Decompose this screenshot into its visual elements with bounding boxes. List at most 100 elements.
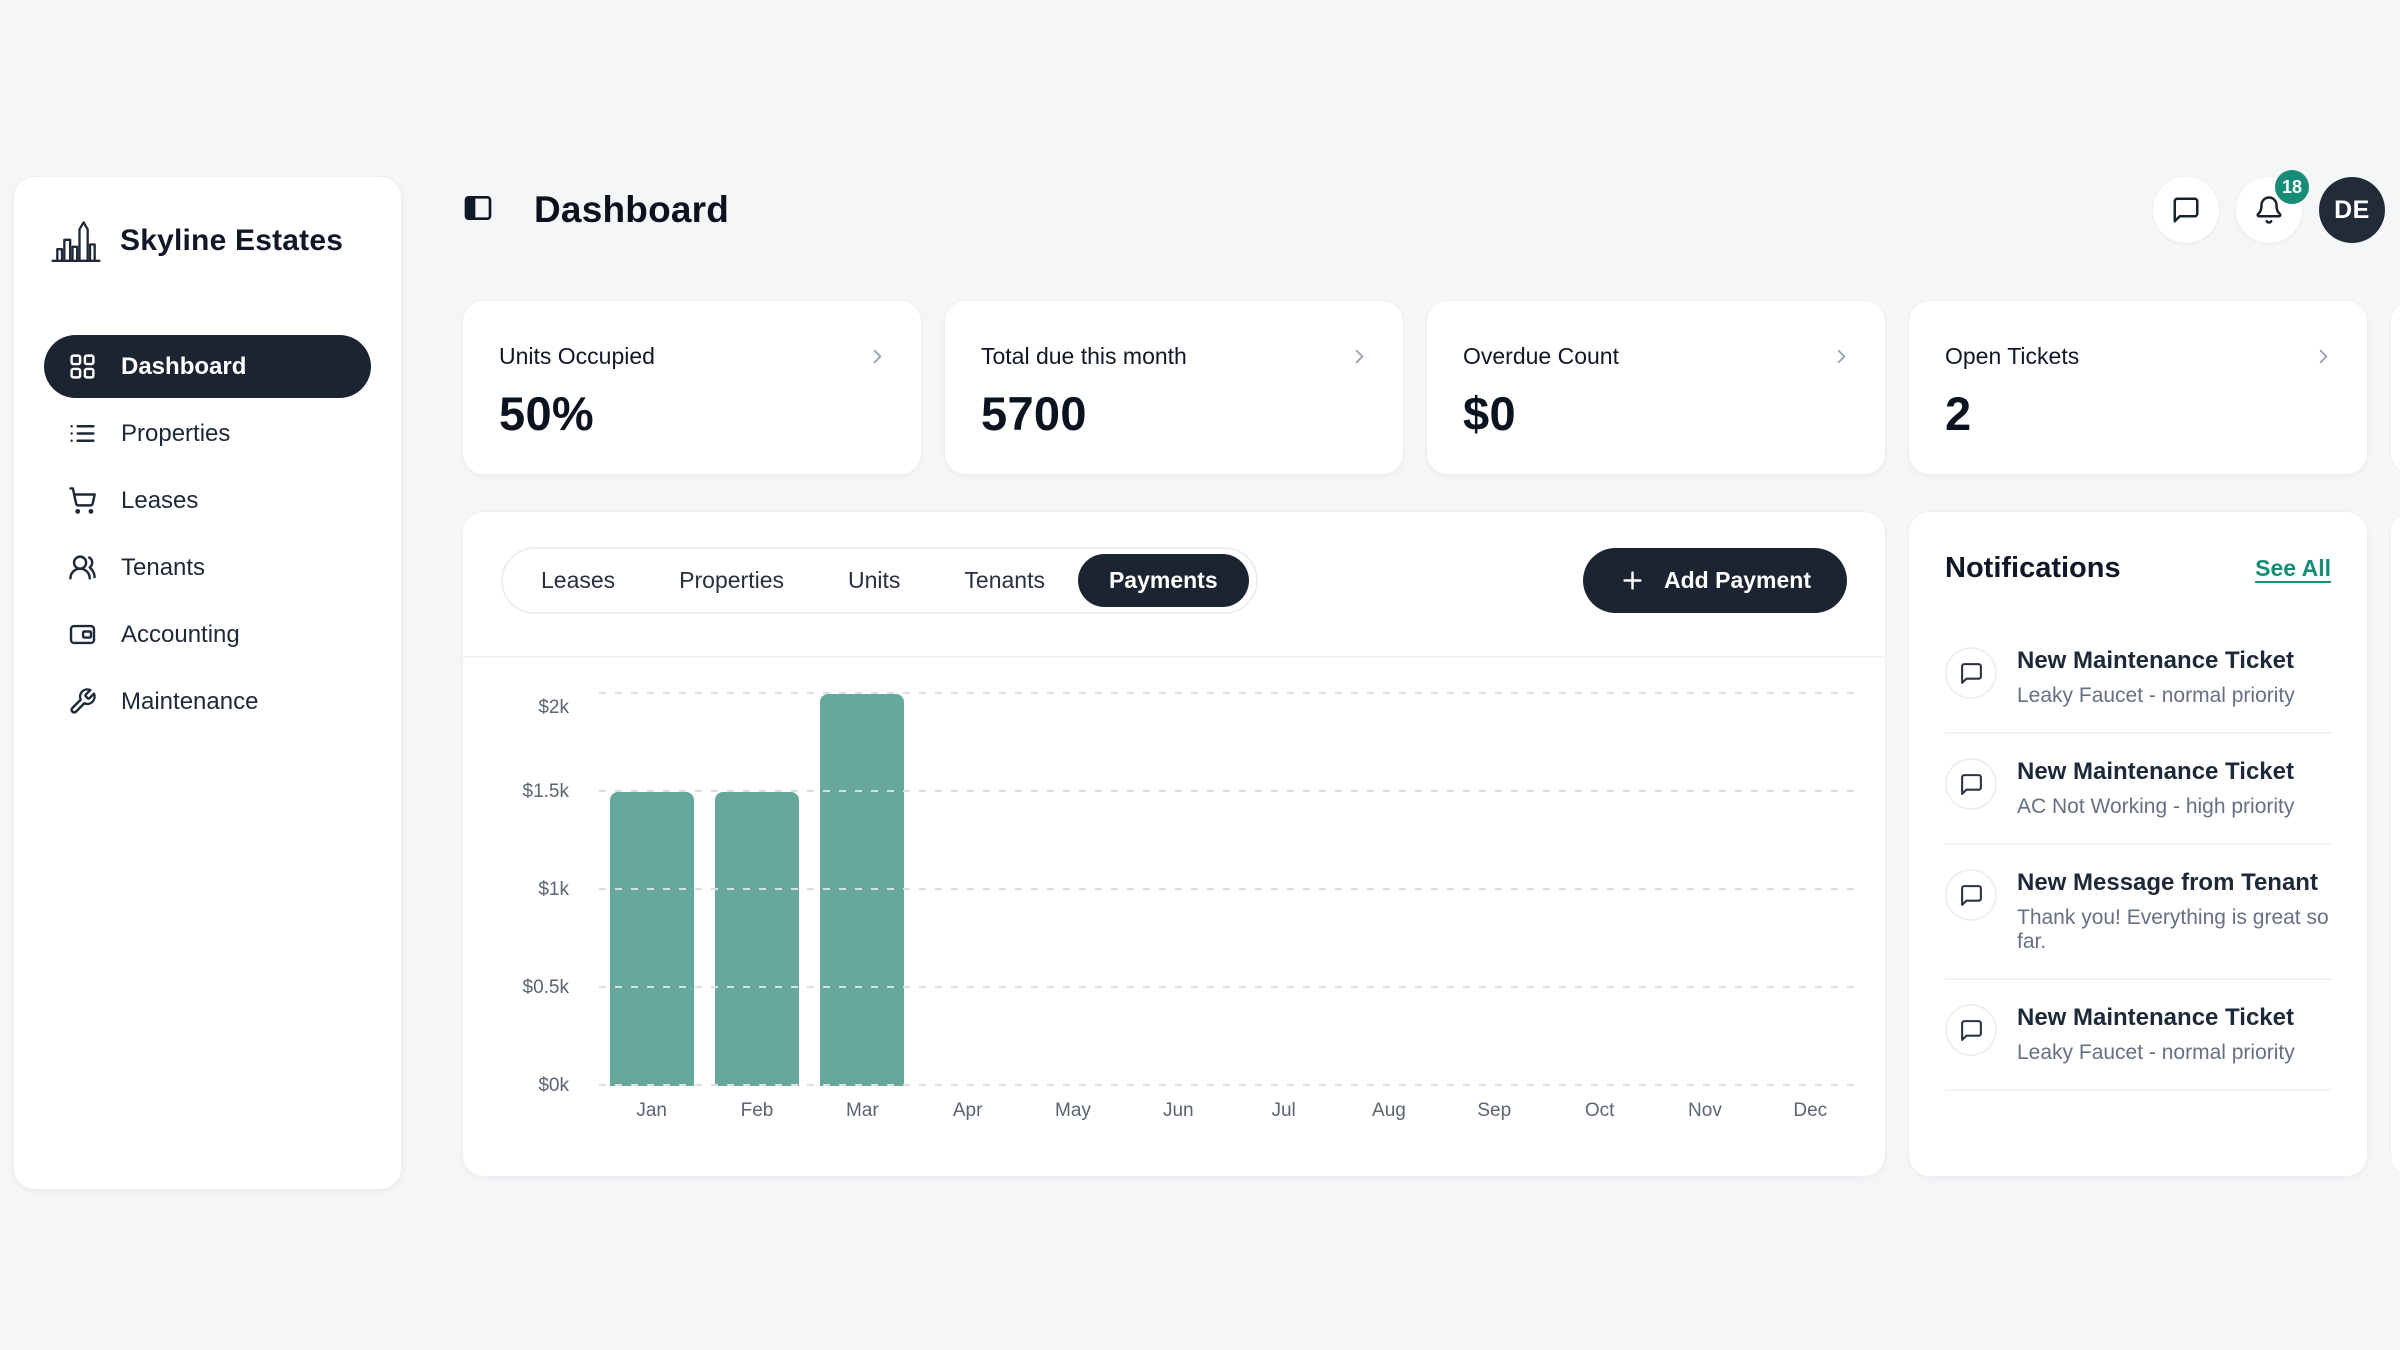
stat-card-overdue-count[interactable]: Overdue Count $0	[1426, 300, 1886, 475]
payments-bar-chart: $0k $0.5k $1k $1.5k $2k Jan Feb Mar Apr May Jun Ju…	[463, 656, 1885, 1176]
x-tick-label: May	[1055, 1100, 1091, 1121]
chat-bubble-icon	[1945, 1004, 1997, 1056]
chart-slot-Jun	[1126, 694, 1231, 1086]
chart-slot-Jul	[1231, 694, 1336, 1086]
sidebar-item-label: Leases	[121, 486, 199, 514]
sidebar-item-properties[interactable]: Properties	[44, 402, 371, 465]
chart-slot-Sep	[1442, 694, 1547, 1086]
sidebar-item-accounting[interactable]: Accounting	[44, 603, 371, 666]
notifications-title: Notifications	[1945, 552, 2121, 584]
chat-bubble-icon	[1945, 758, 1997, 810]
chart-slot-Mar	[810, 694, 915, 1086]
sidebar-item-label: Tenants	[121, 553, 206, 581]
layout-grid-icon	[68, 352, 97, 381]
chart-slot-Apr	[915, 694, 1020, 1086]
notifications-button[interactable]: 18	[2236, 170, 2309, 243]
chart-y-axis: $0k $0.5k $1k $1.5k $2k	[463, 694, 583, 1096]
chart-slot-Dec	[1758, 694, 1863, 1086]
tab-units[interactable]: Units	[848, 567, 901, 593]
notification-subtitle: AC Not Working - high priority	[2017, 795, 2295, 818]
sidebar-item-label: Accounting	[121, 620, 240, 648]
chart-bars	[599, 694, 1863, 1086]
chart-slot-May	[1020, 694, 1125, 1086]
stat-value: 50%	[499, 387, 594, 440]
tab-payments[interactable]: Payments	[1077, 554, 1249, 607]
notification-title: New Maintenance Ticket	[2017, 1004, 2294, 1031]
bar-Mar	[820, 694, 905, 1086]
shopping-cart-icon	[68, 486, 97, 515]
notification-item[interactable]: New Message from Tenant Thank you! Every…	[1945, 845, 2331, 980]
notification-item[interactable]: New Maintenance Ticket AC Not Working - …	[1945, 734, 2331, 845]
chat-bubble-icon	[1945, 647, 1997, 699]
divider	[463, 656, 1885, 658]
x-tick-label: Aug	[1372, 1100, 1406, 1121]
tab-leases[interactable]: Leases	[541, 567, 616, 593]
user-avatar[interactable]: DE	[2319, 177, 2385, 243]
add-payment-button[interactable]: Add Payment	[1583, 548, 1847, 613]
stat-card-total-due[interactable]: Total due this month 5700	[944, 300, 1404, 475]
gridline	[599, 986, 1863, 988]
stat-label: Total due this month	[981, 343, 1187, 369]
header: Dashboard 18 DE	[462, 170, 2385, 243]
x-tick-label: Oct	[1584, 1100, 1615, 1121]
notification-title: New Maintenance Ticket	[2017, 647, 2294, 674]
sidebar-item-label: Properties	[121, 419, 231, 447]
page-title: Dashboard	[534, 189, 730, 230]
notification-subtitle: Leaky Faucet - normal priority	[2017, 684, 2295, 707]
sidebar-toggle-button[interactable]	[462, 192, 498, 228]
sidebar-item-dashboard[interactable]: Dashboard	[44, 335, 371, 398]
stat-card-partial	[2390, 300, 2400, 475]
sidebar-item-leases[interactable]: Leases	[44, 469, 371, 532]
notification-subtitle: Leaky Faucet - normal priority	[2017, 1041, 2295, 1064]
bar-Feb	[714, 792, 799, 1086]
tab-tenants[interactable]: Tenants	[964, 567, 1045, 593]
tab-properties[interactable]: Properties	[679, 567, 784, 593]
notifications-list: New Maintenance Ticket Leaky Faucet - no…	[1945, 647, 2331, 1099]
notification-subtitle: Thank you! Everything is great so far.	[2017, 906, 2329, 953]
notification-title: New Maintenance Ticket	[2017, 758, 2294, 785]
notifications-panel-partial	[2390, 511, 2400, 1177]
sidebar-item-tenants[interactable]: Tenants	[44, 536, 371, 599]
x-tick-label: Jun	[1162, 1100, 1194, 1121]
stat-label: Open Tickets	[1945, 343, 2080, 369]
stat-card-units-occupied[interactable]: Units Occupied 50%	[462, 300, 922, 475]
x-tick-label: Feb	[740, 1100, 774, 1121]
wallet-icon	[68, 620, 97, 649]
tab-bar: Leases Properties Units Tenants Payments	[501, 547, 1258, 614]
chevron-right-icon	[2312, 345, 2335, 368]
x-tick-label: Apr	[952, 1100, 983, 1121]
app-logo: Skyline Estates	[48, 213, 371, 269]
see-all-link[interactable]: See All	[2255, 555, 2331, 581]
stat-cards-row: Units Occupied 50% Total due this month …	[462, 300, 2368, 475]
x-tick-label: Jan	[636, 1100, 667, 1121]
x-tick-label: Nov	[1688, 1100, 1722, 1121]
bell-icon	[2254, 195, 2284, 225]
notification-item[interactable]: New Maintenance Ticket Leaky Faucet - no…	[1945, 980, 2331, 1091]
gridline	[599, 790, 1863, 792]
stat-value: $0	[1463, 387, 1516, 440]
chat-bubble-icon	[1945, 869, 1997, 921]
gridline	[599, 1084, 1863, 1086]
y-tick-label: $0.5k	[522, 977, 569, 998]
sidebar-item-maintenance[interactable]: Maintenance	[44, 670, 371, 733]
x-tick-label: Mar	[845, 1100, 879, 1121]
chart-slot-Aug	[1336, 694, 1441, 1086]
messages-button[interactable]	[2153, 177, 2219, 243]
y-tick-label: $1k	[538, 879, 569, 900]
notification-item[interactable]: New Maintenance Ticket Leaky Faucet - no…	[1945, 647, 2331, 734]
chart-plot	[599, 692, 1863, 1086]
y-tick-label: $2k	[538, 697, 569, 718]
stat-card-open-tickets[interactable]: Open Tickets 2	[1908, 300, 2368, 475]
wrench-icon	[68, 687, 97, 716]
chevron-right-icon	[1830, 345, 1853, 368]
gridline	[599, 888, 1863, 890]
stat-value: 5700	[981, 387, 1087, 440]
list-icon	[68, 419, 97, 448]
chart-slot-Feb	[704, 694, 809, 1086]
payments-panel: Leases Properties Units Tenants Payments…	[462, 511, 1886, 1177]
notifications-header: Notifications See All	[1945, 552, 2331, 585]
notification-title: New Message from Tenant	[2017, 869, 2318, 896]
x-tick-label: Dec	[1793, 1100, 1828, 1121]
chat-bubble-icon	[2171, 195, 2201, 225]
